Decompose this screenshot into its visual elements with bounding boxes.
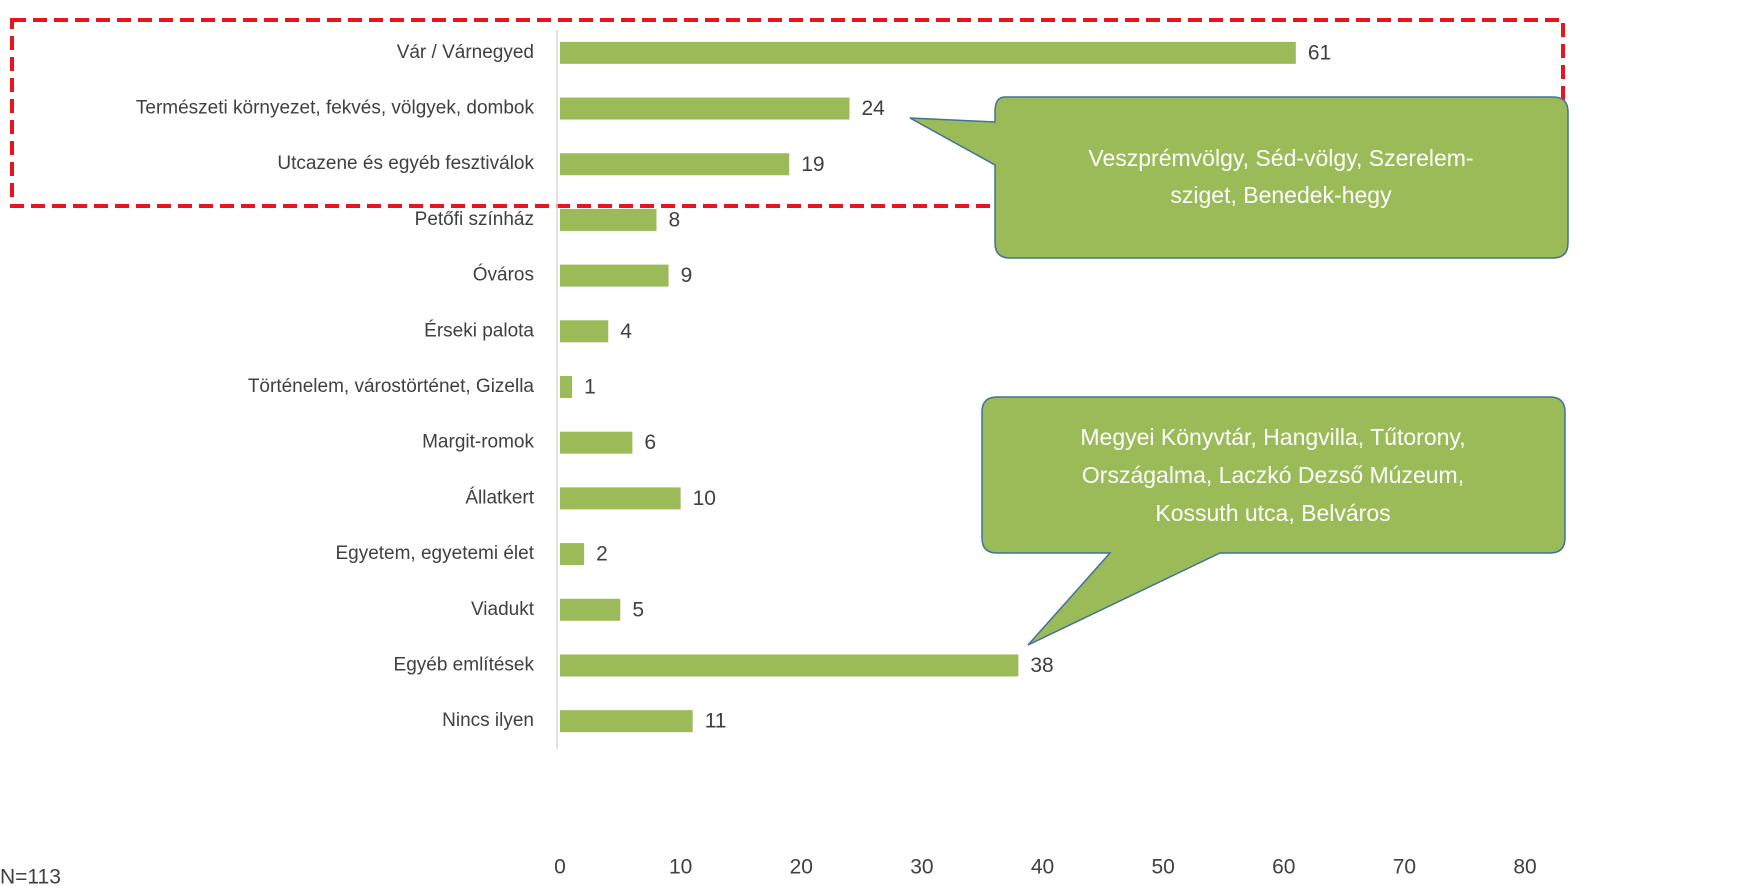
- bar: [560, 208, 657, 231]
- bar: [560, 320, 609, 343]
- callout-bubble: [909, 96, 1569, 259]
- bar: [560, 543, 585, 566]
- y-tick-label: Margit-romok: [422, 432, 534, 453]
- x-tick-label: 40: [1031, 856, 1054, 879]
- x-tick-label: 80: [1513, 856, 1536, 879]
- y-tick-label: Egyéb említések: [394, 654, 535, 675]
- bar: [560, 153, 790, 176]
- value-label: 24: [862, 97, 886, 120]
- value-label: 19: [801, 153, 824, 176]
- value-label: 11: [705, 710, 727, 733]
- callout-text: Megyei Könyvtár, Hangvilla, Tűtorony,: [1080, 424, 1465, 450]
- value-label: 38: [1030, 654, 1053, 677]
- y-tick-label: Egyetem, egyetemi élet: [335, 543, 534, 564]
- value-label: 4: [620, 320, 632, 343]
- sample-size-note: N=113: [0, 866, 61, 886]
- y-tick-label: Történelem, várostörténet, Gizella: [248, 376, 535, 397]
- value-label: 2: [596, 543, 608, 566]
- value-label: 1: [584, 376, 596, 399]
- bar: [560, 654, 1019, 677]
- y-tick-label: Óváros: [473, 264, 534, 286]
- callout-text: Kossuth utca, Belváros: [1155, 500, 1390, 526]
- bar: [560, 376, 573, 398]
- value-label: 61: [1308, 41, 1331, 64]
- bar: [560, 710, 693, 733]
- x-tick-label: 50: [1151, 856, 1174, 879]
- bar: [560, 41, 1296, 64]
- value-label: 9: [681, 264, 693, 287]
- x-tick-label: 0: [554, 856, 566, 879]
- y-tick-label: Viadukt: [471, 599, 535, 620]
- callout-text: sziget, Benedek-hegy: [1170, 182, 1392, 208]
- callout-text: Veszprémvölgy, Séd-völgy, Szerelem-: [1088, 145, 1473, 171]
- bar: [560, 598, 621, 621]
- x-tick-label: 60: [1272, 856, 1295, 879]
- y-tick-label: Vár / Várnegyed: [397, 42, 534, 63]
- y-tick-label: Természeti környezet, fekvés, völgyek, d…: [136, 98, 535, 119]
- y-tick-label: Állatkert: [465, 487, 534, 508]
- x-tick-label: 70: [1393, 856, 1416, 879]
- y-tick-label: Petőfi színház: [415, 209, 534, 230]
- value-label: 10: [693, 487, 716, 510]
- bar: [560, 487, 681, 510]
- bar: [560, 97, 850, 120]
- callout-bubble: [981, 396, 1566, 646]
- value-label: 8: [669, 208, 681, 231]
- y-tick-label: Utcazene és egyéb fesztiválok: [277, 153, 534, 174]
- x-tick-label: 10: [669, 856, 692, 879]
- x-tick-label: 30: [910, 856, 933, 879]
- value-label: 5: [632, 598, 644, 621]
- bar: [560, 264, 669, 287]
- y-tick-label: Érseki palota: [424, 320, 534, 341]
- bar: [560, 431, 633, 454]
- x-tick-label: 20: [790, 856, 813, 879]
- callout-text: Országalma, Laczkó Dezső Múzeum,: [1082, 462, 1464, 488]
- value-label: 6: [644, 431, 656, 454]
- y-tick-label: Nincs ilyen: [442, 710, 534, 731]
